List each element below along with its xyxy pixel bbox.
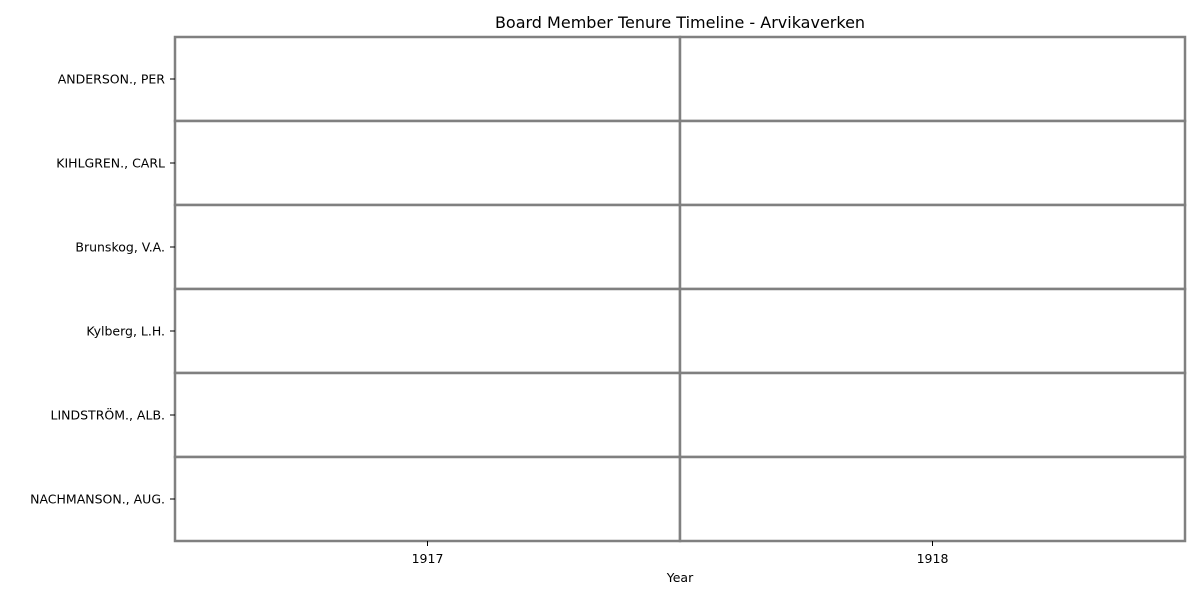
heatmap-cell xyxy=(678,119,1187,207)
heatmap-cell xyxy=(173,371,682,459)
heatmap-cell xyxy=(173,287,682,375)
y-tick-label: Brunskog, V.A. xyxy=(75,240,165,255)
heatmap-cell xyxy=(678,287,1187,375)
heatmap-cell xyxy=(678,455,1187,543)
heatmap-cells xyxy=(173,35,1187,543)
y-axis: ANDERSON., PER KIHLGREN., CARL Brunskog, V… xyxy=(30,72,175,507)
heatmap-cell xyxy=(173,35,682,123)
heatmap-cell xyxy=(678,35,1187,123)
x-tick-label: 1918 xyxy=(917,551,949,566)
heatmap-cell xyxy=(173,119,682,207)
x-axis: 1917 1918 xyxy=(412,541,949,566)
heatmap-cell xyxy=(173,203,682,291)
y-tick-label: ANDERSON., PER xyxy=(58,72,166,87)
heatmap-cell xyxy=(678,203,1187,291)
x-tick-label: 1917 xyxy=(412,551,444,566)
chart-title: Board Member Tenure Timeline - Arvikaver… xyxy=(495,13,865,32)
heatmap-cell xyxy=(173,455,682,543)
plot-frame xyxy=(174,36,1186,542)
x-axis-label: Year xyxy=(666,570,694,585)
y-tick-label: NACHMANSON., AUG. xyxy=(30,492,165,507)
y-tick-label: Kylberg, L.H. xyxy=(86,324,165,339)
y-tick-label: LINDSTRÖM., ALB. xyxy=(51,407,166,423)
heatmap-cell xyxy=(678,371,1187,459)
y-tick-label: KIHLGREN., CARL xyxy=(56,156,165,171)
